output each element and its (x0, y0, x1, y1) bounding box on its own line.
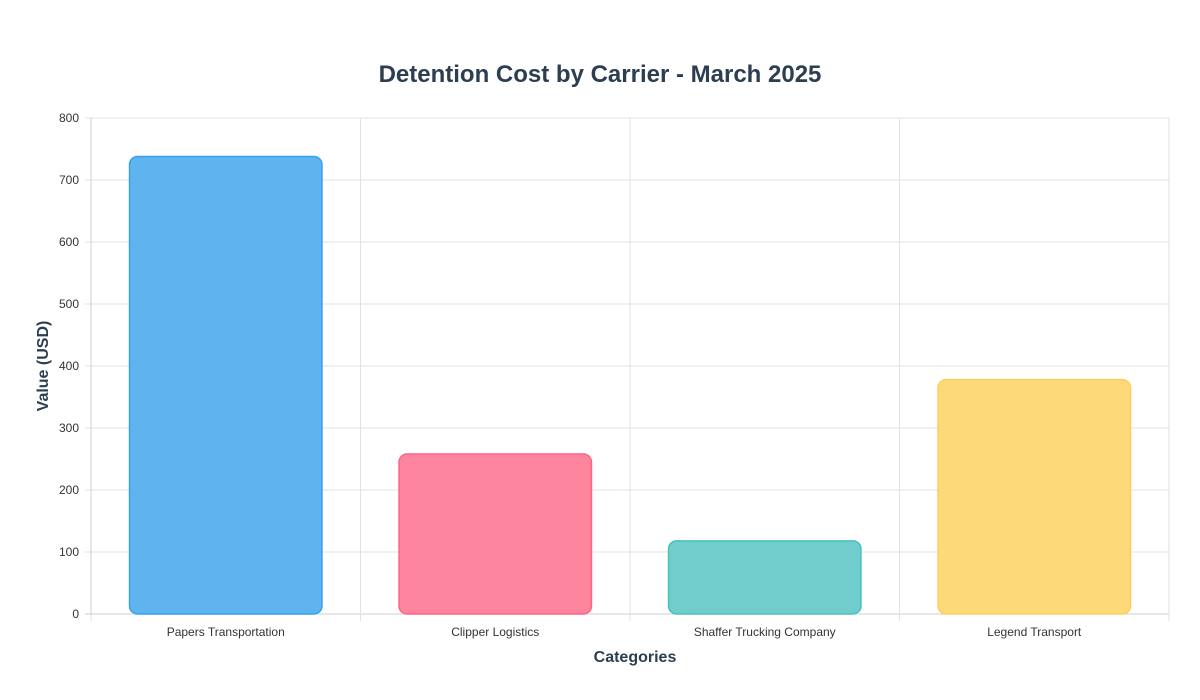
y-axis-ticks: 0 100 200 300 400 500 600 700 800 (59, 111, 79, 621)
y-tick-label: 800 (59, 111, 79, 125)
bar-shaffer-trucking-company[interactable] (667, 540, 862, 615)
bar-clipper-logistics[interactable] (398, 453, 593, 615)
y-tick-label: 100 (59, 545, 79, 559)
x-tick-label: Shaffer Trucking Company (694, 625, 836, 639)
y-tick-label: 0 (72, 607, 79, 621)
chart-title: Detention Cost by Carrier - March 2025 (379, 61, 822, 88)
y-tick-label: 500 (59, 297, 79, 311)
x-tick-label: Clipper Logistics (451, 625, 539, 639)
x-axis-title: Categories (594, 649, 677, 666)
y-tick-label: 300 (59, 421, 79, 435)
bars (128, 155, 1132, 615)
y-tick-label: 200 (59, 483, 79, 497)
y-axis-title: Value (USD) (35, 321, 52, 412)
x-tick-label: Papers Transportation (167, 625, 285, 639)
bar-papers-transportation[interactable] (128, 155, 323, 615)
x-axis-ticks: Papers Transportation Clipper Logistics Sh… (167, 625, 1082, 639)
y-tick-label: 400 (59, 359, 79, 373)
y-tick-label: 700 (59, 173, 79, 187)
y-tick-label: 600 (59, 235, 79, 249)
x-tick-label: Legend Transport (987, 625, 1082, 639)
bar-legend-transport[interactable] (937, 378, 1132, 615)
